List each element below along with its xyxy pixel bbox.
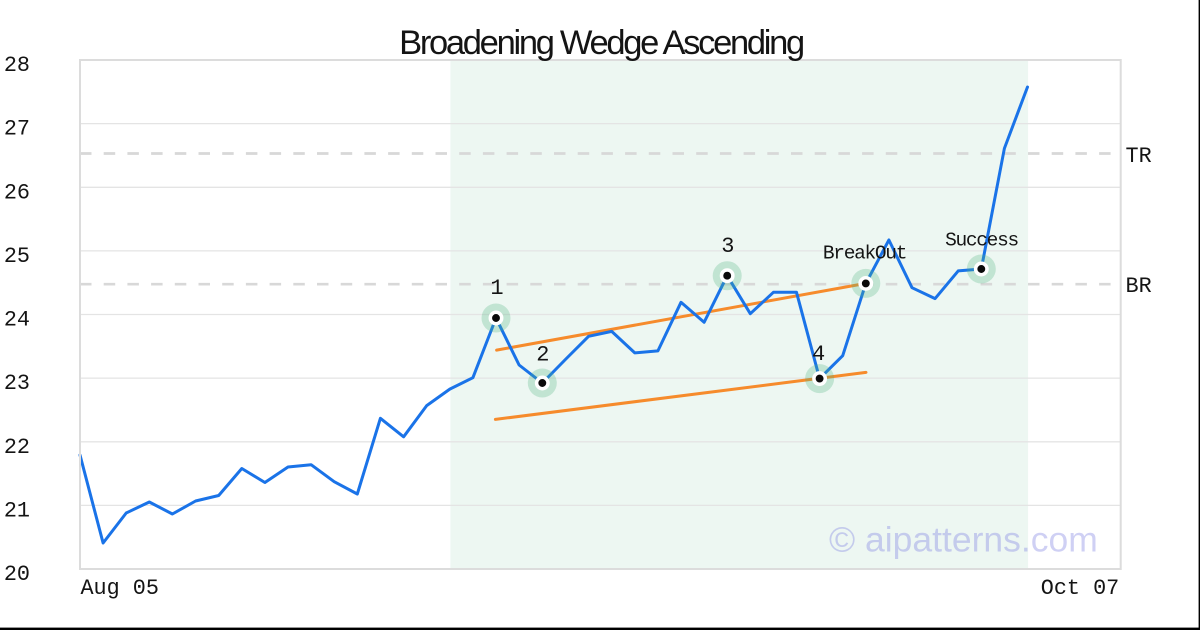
svg-text:BreakOut: BreakOut [823,243,906,265]
svg-text:28: 28 [4,53,30,78]
svg-text:27: 27 [4,117,30,142]
svg-text:© aipatterns.com: © aipatterns.com [829,520,1098,560]
svg-text:4: 4 [812,342,825,367]
svg-text:23: 23 [4,371,30,396]
svg-text:24: 24 [4,308,30,333]
svg-text:Broadening Wedge Ascending: Broadening Wedge Ascending [399,24,803,62]
svg-text:Oct 07: Oct 07 [1041,576,1119,601]
svg-text:20: 20 [4,562,30,587]
svg-text:26: 26 [4,180,30,205]
svg-text:21: 21 [4,498,30,523]
svg-text:Aug 05: Aug 05 [80,576,158,601]
svg-text:25: 25 [4,244,30,269]
svg-text:Success: Success [945,229,1018,251]
svg-text:1: 1 [490,276,503,301]
svg-text:2: 2 [536,343,549,368]
svg-text:TR: TR [1126,144,1152,169]
svg-text:BR: BR [1126,274,1152,299]
svg-text:3: 3 [721,234,734,259]
svg-text:22: 22 [4,435,30,460]
